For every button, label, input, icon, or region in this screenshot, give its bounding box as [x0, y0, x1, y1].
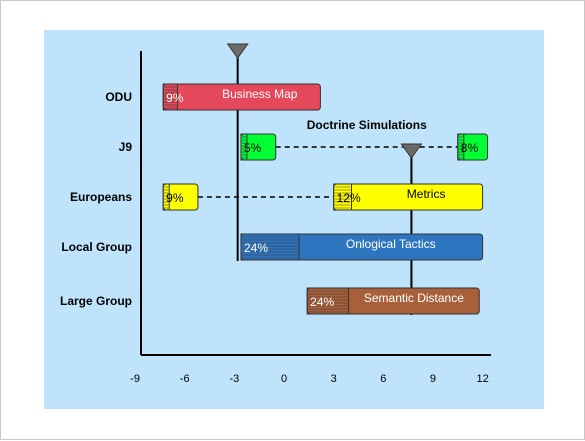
- task-name-label: Onlogical Tactics: [346, 237, 436, 251]
- task-name-label: Metrics: [407, 187, 446, 201]
- x-tick-label: 3: [331, 373, 337, 385]
- dependency-links: Doctrine Simulations: [197, 118, 458, 198]
- task-progress: [306, 287, 349, 315]
- task-progress: [333, 183, 353, 211]
- task-progress: [162, 183, 170, 211]
- task-name-label: Semantic Distance: [364, 291, 464, 305]
- task-bar[interactable]: 9%: [162, 183, 199, 211]
- task-percent-label: 12%: [337, 191, 361, 205]
- x-tick-label: 12: [476, 373, 488, 385]
- task-bars: 9% Business Map 5% 8% 9% 12% Metrics 24% Onlogic…: [162, 83, 489, 315]
- task-percent-label: 24%: [244, 241, 268, 255]
- task-percent-label: 9%: [166, 91, 184, 105]
- dependency-label: Doctrine Simulations: [307, 118, 427, 132]
- row-label-j9: J9: [119, 140, 133, 154]
- task-percent-label: 9%: [166, 191, 184, 205]
- task-percent-label: 24%: [310, 295, 334, 309]
- x-tick-label: 6: [380, 373, 386, 385]
- task-bar-business-map[interactable]: 9% Business Map: [162, 83, 321, 111]
- task-bar-semantic-distance[interactable]: 24% Semantic Distance: [306, 287, 480, 315]
- task-percent-label: 5%: [244, 141, 262, 155]
- category-labels: ODU J9 Europeans Local Group Large Group: [60, 90, 132, 308]
- milestone-marker[interactable]: [400, 143, 423, 159]
- milestone-markers: [226, 43, 423, 159]
- x-tick-label: -9: [130, 373, 140, 385]
- task-progress: [240, 233, 300, 261]
- task-bar[interactable]: 8%: [457, 133, 489, 161]
- x-tick-label: -6: [180, 373, 190, 385]
- task-bar-metrics[interactable]: 12% Metrics: [333, 183, 484, 211]
- task-percent-label: 8%: [461, 141, 479, 155]
- task-progress: [457, 133, 465, 161]
- x-tick-label: 0: [281, 373, 287, 385]
- task-progress: [162, 83, 178, 111]
- row-label-large-group: Large Group: [60, 294, 132, 308]
- row-label-local-group: Local Group: [61, 240, 132, 254]
- task-progress: [240, 133, 248, 161]
- task-bar-onlogical-tactics[interactable]: 24% Onlogical Tactics: [240, 233, 484, 261]
- x-tick-label: -3: [229, 373, 239, 385]
- task-name-label: Business Map: [222, 87, 298, 101]
- x-tick-label: 9: [430, 373, 436, 385]
- x-tick-labels: -9 -6 -3 0 3 6 9 12: [130, 373, 489, 385]
- task-bar[interactable]: 5%: [240, 133, 277, 161]
- milestone-marker[interactable]: [226, 43, 249, 59]
- row-label-odu: ODU: [105, 90, 132, 104]
- row-label-europeans: Europeans: [70, 190, 132, 204]
